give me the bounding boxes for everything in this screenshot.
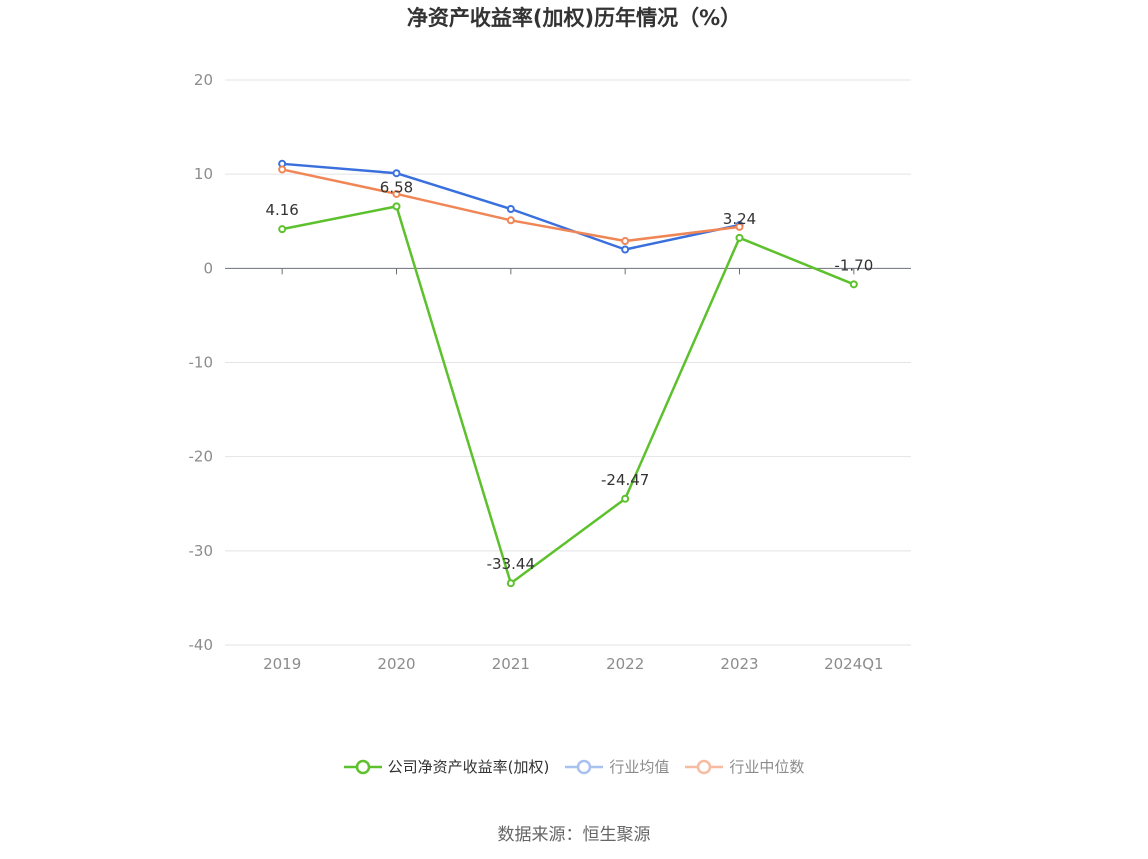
grid-lines <box>225 79 911 646</box>
y-axis: 20 10 0 -10 -20 -30 -40 <box>189 71 214 654</box>
data-point <box>278 165 287 174</box>
series-group <box>278 159 858 588</box>
data-point <box>392 169 401 178</box>
data-label: 3.24 <box>723 210 756 228</box>
y-tick-label: 0 <box>203 259 213 277</box>
x-axis: 2019 2020 2021 2022 2023 2024Q1 <box>225 267 911 673</box>
data-point <box>849 280 858 289</box>
chart-title: 净资产收益率(加权)历年情况（%） <box>406 6 742 30</box>
data-point <box>735 233 744 242</box>
legend-label: 行业中位数 <box>729 758 805 776</box>
data-point <box>621 245 630 254</box>
data-label: 6.58 <box>380 178 413 196</box>
data-point <box>621 494 630 503</box>
legend-item-industry-median[interactable]: 行业中位数 <box>685 756 804 777</box>
data-label: 4.16 <box>265 201 298 219</box>
data-labels: 4.16 6.58 -33.44 -24.47 3.24 -1.70 <box>265 178 873 573</box>
data-label: -1.70 <box>834 256 873 274</box>
legend-item-industry-mean[interactable]: 行业均值 <box>565 756 669 777</box>
y-tick-label: -30 <box>189 542 214 560</box>
data-point <box>621 237 630 246</box>
legend: 公司净资产收益率(加权) 行业均值 行业中位数 <box>0 756 1148 777</box>
series-line <box>281 205 855 585</box>
data-point <box>278 225 287 234</box>
legend-marker-icon <box>343 759 382 774</box>
data-point <box>506 205 515 214</box>
data-point <box>392 202 401 211</box>
data-source-note: 数据来源：恒生聚源 <box>497 825 651 845</box>
data-point <box>735 222 744 231</box>
data-point <box>506 216 515 225</box>
x-tick-label: 2019 <box>263 655 301 673</box>
y-tick-label: -40 <box>189 636 214 654</box>
y-tick-label: 20 <box>194 71 213 89</box>
data-label: -24.47 <box>601 471 649 489</box>
legend-item-company-roe[interactable]: 公司净资产收益率(加权) <box>343 756 550 777</box>
x-tick-label: 2020 <box>377 655 415 673</box>
x-tick-label: 2024Q1 <box>824 655 884 673</box>
legend-label: 行业均值 <box>609 758 670 776</box>
data-point <box>392 189 401 198</box>
y-tick-label: -20 <box>189 448 214 466</box>
legend-marker-icon <box>685 759 724 774</box>
x-tick-label: 2022 <box>606 655 644 673</box>
legend-label: 公司净资产收益率(加权) <box>387 758 550 776</box>
x-tick-label: 2023 <box>720 655 758 673</box>
data-label: -33.44 <box>487 555 535 573</box>
legend-marker-icon <box>565 759 604 774</box>
data-point <box>506 579 515 588</box>
x-tick-label: 2021 <box>492 655 530 673</box>
y-tick-label: 10 <box>194 165 213 183</box>
y-tick-label: -10 <box>189 354 214 372</box>
